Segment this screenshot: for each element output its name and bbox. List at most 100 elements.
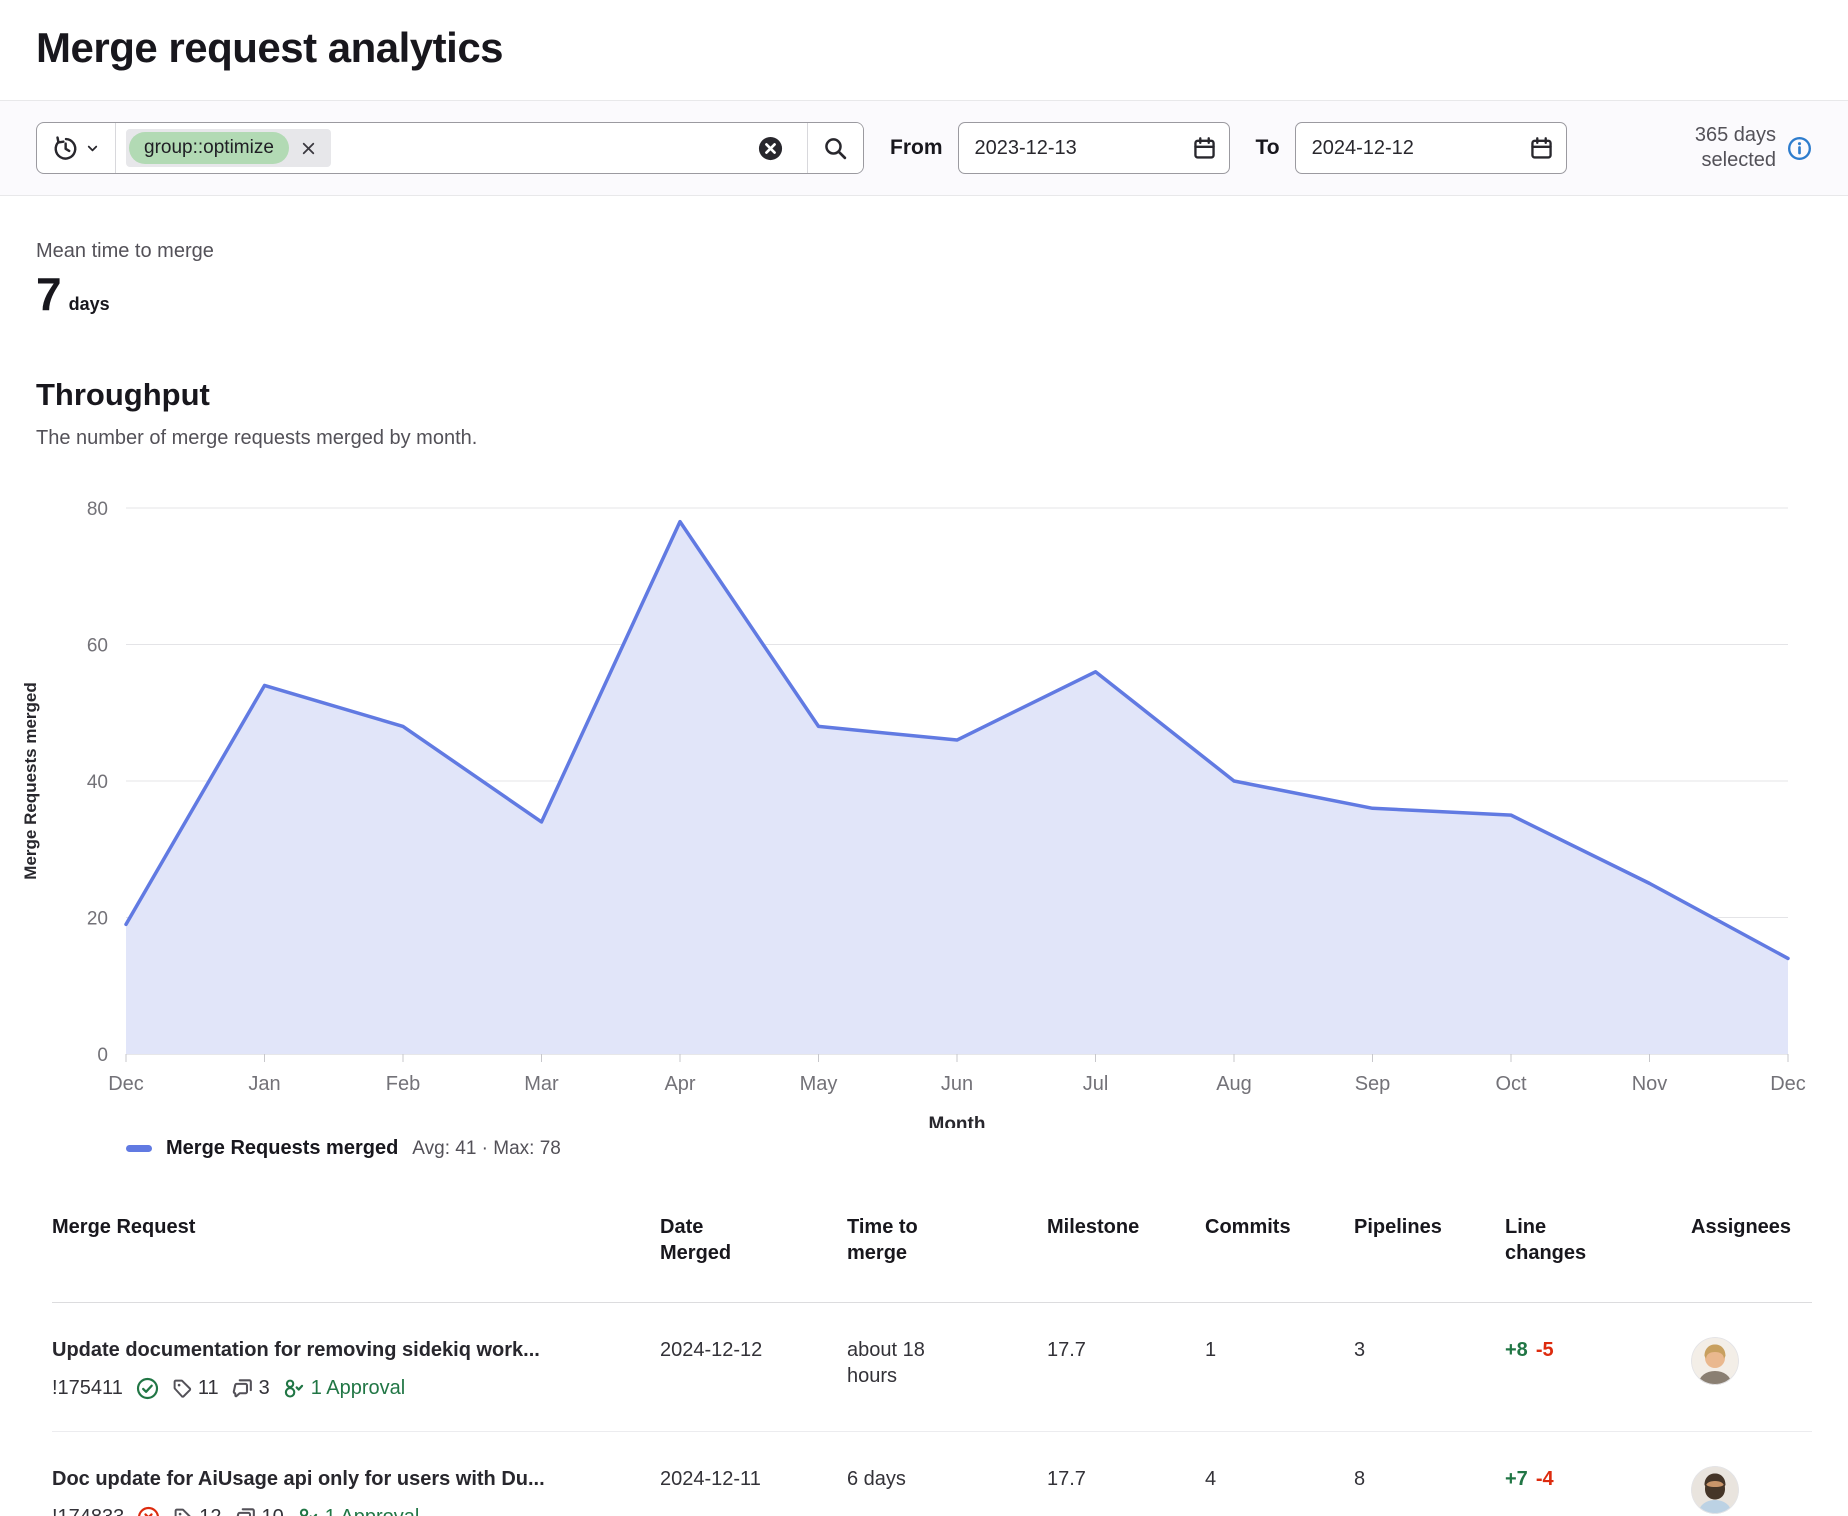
svg-text:Mar: Mar — [524, 1073, 559, 1095]
comments-count[interactable]: 10 — [235, 1504, 284, 1516]
line-changes-cell: +7 -4 — [1505, 1432, 1691, 1516]
throughput-chart-container: 020406080DecJanFebMarAprMayJunJulAugSepO… — [0, 468, 1848, 1160]
mr-title-link[interactable]: Doc update for AiUsage api only for user… — [52, 1466, 652, 1492]
labels-count[interactable]: 12 — [173, 1504, 221, 1516]
commits-cell: 1 — [1205, 1303, 1354, 1432]
additions: +7 — [1505, 1468, 1528, 1490]
filtered-search-box: group::optimize — [36, 122, 864, 174]
comments-count[interactable]: 3 — [232, 1375, 270, 1401]
throughput-description: The number of merge requests merged by m… — [36, 427, 1812, 450]
page-title: Merge request analytics — [36, 24, 1812, 72]
search-submit-button[interactable] — [807, 123, 863, 173]
approvals: 1 Approval — [283, 1375, 406, 1401]
col-date-merged: Date Merged — [660, 1202, 847, 1303]
pipeline-failed-icon[interactable] — [137, 1506, 160, 1516]
info-icon[interactable] — [1787, 136, 1812, 161]
date-merged-cell: 2024-12-11 — [660, 1432, 847, 1516]
time-to-merge-cell: about 18 hours — [847, 1303, 1047, 1432]
merge-request-table: Merge Request Date Merged Time to merge … — [52, 1202, 1812, 1516]
comments-icon — [235, 1506, 257, 1516]
approvals: 1 Approval — [297, 1504, 420, 1516]
milestone-cell: 17.7 — [1047, 1303, 1205, 1432]
milestone-cell: 17.7 — [1047, 1432, 1205, 1516]
days-selected-text: 365 days selected — [1674, 123, 1776, 173]
table-header-row: Merge Request Date Merged Time to merge … — [52, 1202, 1812, 1303]
page-header: Merge request analytics — [0, 0, 1848, 100]
history-icon — [52, 135, 78, 161]
throughput-chart: 020406080DecJanFebMarAprMayJunJulAugSepO… — [0, 468, 1848, 1128]
assignees-cell — [1691, 1432, 1812, 1516]
throughput-section-header: Throughput The number of merge requests … — [0, 377, 1848, 450]
pipelines-cell: 3 — [1354, 1303, 1505, 1432]
mr-id-link[interactable]: !174833 — [52, 1504, 124, 1516]
svg-text:May: May — [800, 1073, 838, 1095]
filtered-search-input-area[interactable]: group::optimize — [116, 123, 807, 173]
col-pipelines: Pipelines — [1354, 1202, 1505, 1303]
svg-text:Apr: Apr — [664, 1073, 695, 1095]
from-date-input[interactable] — [958, 122, 1230, 174]
date-range-from: From — [890, 122, 1230, 174]
svg-text:80: 80 — [87, 499, 108, 520]
legend-series-marker — [126, 1145, 152, 1152]
filter-token[interactable]: group::optimize — [126, 129, 331, 167]
col-line-changes: Line changes — [1505, 1202, 1691, 1303]
time-to-merge-cell: 6 days — [847, 1432, 1047, 1516]
svg-text:Oct: Oct — [1495, 1073, 1527, 1095]
svg-text:Jul: Jul — [1083, 1073, 1109, 1095]
mr-id-link[interactable]: !175411 — [52, 1375, 123, 1401]
metric-label: Mean time to merge — [36, 240, 1812, 263]
line-changes-cell: +8 -5 — [1505, 1303, 1691, 1432]
chart-legend[interactable]: Merge Requests merged Avg: 41 · Max: 78 — [126, 1137, 1848, 1160]
commits-cell: 4 — [1205, 1432, 1354, 1516]
approval-icon — [283, 1378, 304, 1399]
pipeline-success-icon[interactable] — [136, 1377, 159, 1400]
search-history-button[interactable] — [37, 123, 116, 173]
to-label: To — [1256, 136, 1280, 160]
label-icon — [172, 1378, 193, 1399]
approval-icon — [297, 1507, 318, 1516]
metric-unit: days — [69, 294, 110, 315]
chevron-down-icon — [85, 141, 100, 156]
pipelines-cell: 8 — [1354, 1432, 1505, 1516]
to-date-input[interactable] — [1295, 122, 1567, 174]
svg-text:Sep: Sep — [1355, 1073, 1391, 1095]
date-merged-cell: 2024-12-12 — [660, 1303, 847, 1432]
col-commits: Commits — [1205, 1202, 1354, 1303]
assignees-cell — [1691, 1303, 1812, 1432]
additions: +8 — [1505, 1339, 1528, 1361]
svg-text:Merge Requests merged: Merge Requests merged — [21, 682, 40, 879]
assignee-avatar[interactable] — [1691, 1337, 1739, 1385]
label-icon — [173, 1507, 194, 1516]
filter-bar: group::optimize From To — [0, 100, 1848, 196]
mr-title-link[interactable]: Update documentation for removing sideki… — [52, 1337, 652, 1363]
clear-search-button[interactable] — [744, 136, 797, 161]
throughput-title: Throughput — [36, 377, 1812, 413]
legend-series-label: Merge Requests merged — [166, 1137, 398, 1160]
svg-text:Dec: Dec — [1770, 1073, 1806, 1095]
labels-count[interactable]: 11 — [172, 1375, 219, 1401]
date-range-to: To — [1256, 122, 1567, 174]
mean-time-to-merge-metric: Mean time to merge 7 days — [0, 240, 1848, 321]
legend-series-stats: Avg: 41 · Max: 78 — [412, 1138, 561, 1160]
assignee-avatar[interactable] — [1691, 1466, 1739, 1514]
svg-text:60: 60 — [87, 636, 108, 657]
svg-text:Jan: Jan — [248, 1073, 280, 1095]
from-label: From — [890, 136, 943, 160]
remove-token-button[interactable] — [289, 140, 328, 157]
svg-text:Month: Month — [929, 1114, 986, 1128]
svg-text:Feb: Feb — [386, 1073, 420, 1095]
deletions: -4 — [1536, 1468, 1554, 1490]
search-input[interactable] — [339, 137, 736, 159]
col-merge-request: Merge Request — [52, 1202, 660, 1303]
search-icon — [823, 136, 848, 161]
svg-text:20: 20 — [87, 909, 108, 930]
days-selected-indicator: 365 days selected — [1674, 123, 1812, 173]
col-time-to-merge: Time to merge — [847, 1202, 1047, 1303]
deletions: -5 — [1536, 1339, 1554, 1361]
svg-text:Aug: Aug — [1216, 1073, 1252, 1095]
svg-text:40: 40 — [87, 772, 108, 793]
svg-text:Jun: Jun — [941, 1073, 973, 1095]
svg-text:Dec: Dec — [108, 1073, 144, 1095]
svg-text:Nov: Nov — [1632, 1073, 1668, 1095]
comments-icon — [232, 1377, 254, 1399]
